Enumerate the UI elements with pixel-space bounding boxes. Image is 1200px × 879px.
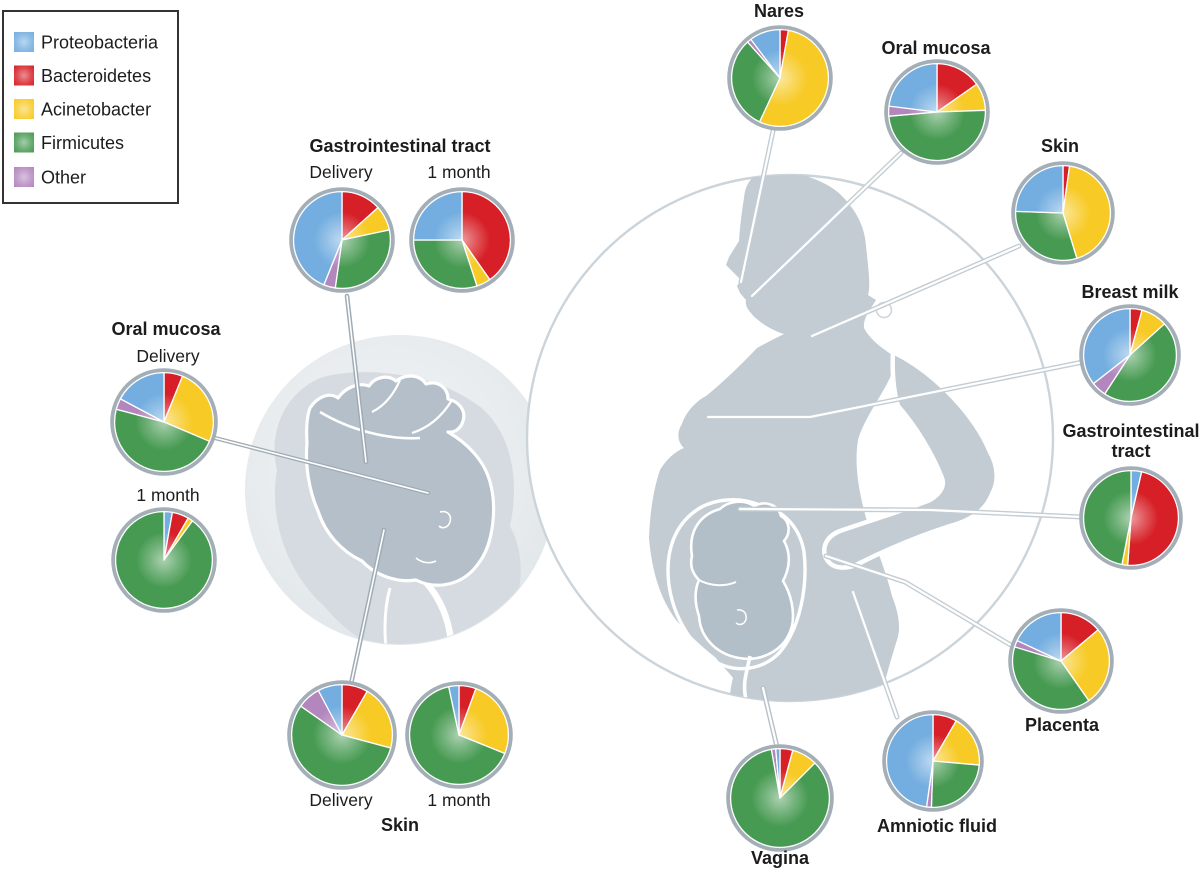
svg-text:Delivery: Delivery — [309, 162, 372, 182]
svg-text:Vagina: Vagina — [751, 848, 810, 868]
svg-text:Bacteroidetes: Bacteroidetes — [41, 66, 151, 86]
svg-text:Firmicutes: Firmicutes — [41, 133, 124, 153]
svg-text:Skin: Skin — [381, 815, 419, 835]
svg-text:1 month: 1 month — [427, 162, 490, 182]
svg-text:Placenta: Placenta — [1025, 715, 1100, 735]
svg-text:Oral mucosa: Oral mucosa — [111, 319, 221, 339]
svg-text:Breast milk: Breast milk — [1081, 282, 1179, 302]
svg-text:Gastrointestinal: Gastrointestinal — [1062, 421, 1199, 441]
svg-text:Oral mucosa: Oral mucosa — [881, 38, 991, 58]
svg-text:Nares: Nares — [754, 1, 804, 21]
svg-text:Skin: Skin — [1041, 136, 1079, 156]
svg-text:Delivery: Delivery — [136, 346, 199, 366]
svg-text:1 month: 1 month — [136, 485, 199, 505]
svg-text:Delivery: Delivery — [309, 790, 372, 810]
svg-text:Other: Other — [41, 168, 86, 188]
svg-text:Acinetobacter: Acinetobacter — [41, 100, 151, 120]
svg-text:1 month: 1 month — [427, 790, 490, 810]
svg-text:Proteobacteria: Proteobacteria — [41, 33, 159, 53]
svg-text:tract: tract — [1111, 441, 1150, 461]
svg-text:Amniotic fluid: Amniotic fluid — [877, 816, 997, 836]
svg-text:Gastrointestinal tract: Gastrointestinal tract — [309, 136, 490, 156]
